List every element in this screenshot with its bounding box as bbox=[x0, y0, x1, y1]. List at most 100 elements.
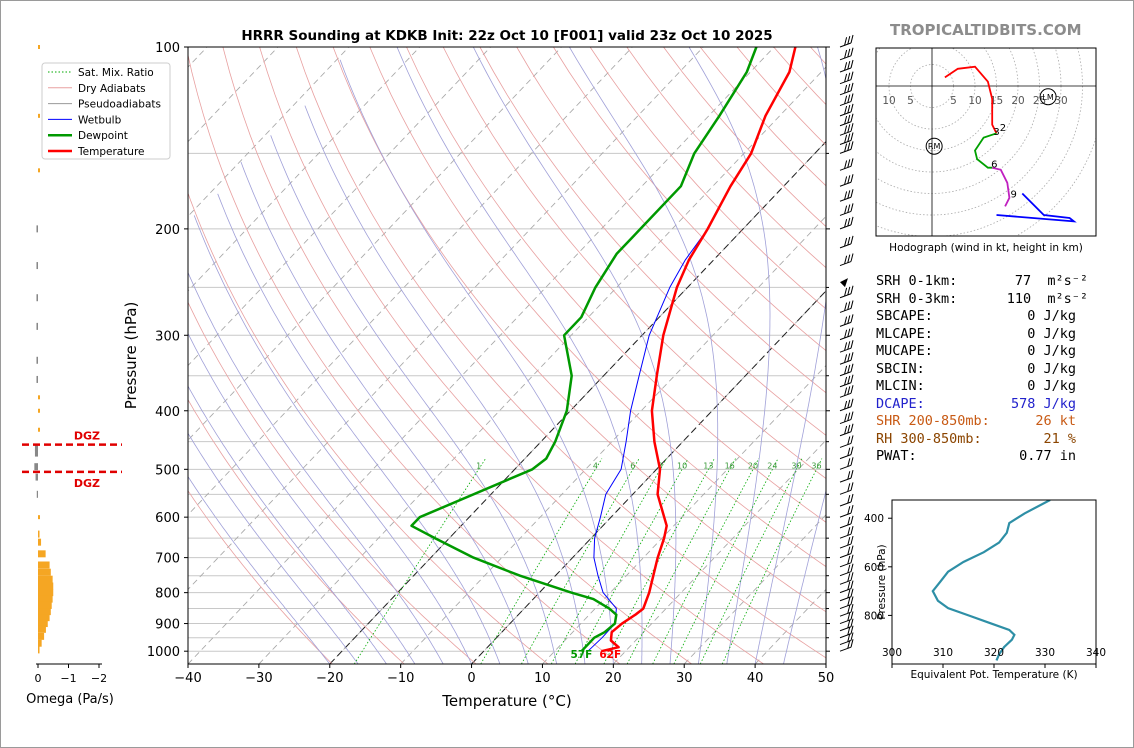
wind-barb-feather bbox=[850, 340, 854, 349]
wind-barb-feather bbox=[844, 329, 848, 338]
wind-barb-feather bbox=[847, 597, 851, 606]
wind-barb bbox=[839, 300, 854, 313]
stat-value: 26 kt bbox=[1035, 413, 1076, 429]
wind-barb-feather bbox=[844, 84, 848, 94]
stat-value: 578 J/kg bbox=[1010, 395, 1076, 412]
wind-barb-staff bbox=[839, 489, 852, 495]
omega-bar bbox=[38, 168, 40, 173]
moist-adiabat-line bbox=[270, 135, 557, 664]
wind-barb-feather bbox=[850, 174, 854, 183]
wind-barb bbox=[839, 563, 854, 577]
wind-barb-staff bbox=[839, 347, 852, 353]
x-tick-label: −10 bbox=[387, 671, 414, 686]
wind-barb-feather bbox=[847, 546, 851, 555]
wind-barb-feather bbox=[847, 175, 851, 184]
wind-barb-staff bbox=[839, 477, 852, 483]
dry-adiabat-line bbox=[222, 47, 692, 664]
moist-adiabat-line bbox=[472, 47, 677, 664]
moist-adiabat-line bbox=[783, 489, 826, 664]
wind-barb bbox=[839, 526, 854, 539]
legend-entry: Dewpoint bbox=[78, 130, 128, 142]
omega-bar bbox=[36, 490, 38, 498]
wind-barb-feather bbox=[844, 425, 848, 435]
hodo-ring-label: 5 bbox=[950, 95, 957, 107]
wind-barb-feather bbox=[850, 505, 854, 514]
wind-barb-feather bbox=[850, 352, 854, 361]
wind-barb-feather bbox=[847, 190, 851, 199]
wind-barb-feather bbox=[850, 314, 854, 323]
isotherm-line bbox=[188, 47, 775, 664]
wind-barb-staff bbox=[839, 261, 852, 267]
mixing-ratio-label: 24 bbox=[767, 461, 777, 470]
mixing-ratio-line bbox=[652, 458, 760, 664]
isotherm-line bbox=[188, 47, 704, 591]
wind-barb bbox=[839, 411, 854, 425]
wind-barb-feather bbox=[850, 235, 854, 244]
hodo-ring-label: 10 bbox=[968, 95, 981, 107]
hodo-height-label: 3 bbox=[993, 127, 999, 138]
wind-barb-staff bbox=[839, 533, 852, 539]
wind-barb bbox=[839, 235, 854, 249]
wind-barb-feather bbox=[850, 526, 854, 535]
wind-barb-feather bbox=[850, 327, 854, 336]
wind-barb-feather bbox=[850, 545, 854, 554]
hodo-trace bbox=[991, 166, 1011, 207]
stat-label: SBCIN: bbox=[876, 360, 925, 377]
isotherm-line bbox=[542, 364, 826, 664]
isotherm-line bbox=[471, 290, 826, 664]
wind-barb-feather bbox=[847, 412, 851, 421]
wind-barb bbox=[839, 385, 854, 398]
wind-barb-feather bbox=[844, 73, 848, 82]
wind-barb-staff bbox=[839, 79, 852, 85]
wind-barb-feather bbox=[844, 49, 848, 59]
omega-bar bbox=[38, 427, 40, 432]
wind-barb-staff bbox=[839, 406, 852, 412]
wind-barb-flag bbox=[840, 278, 848, 288]
mixing-ratio-label: 30 bbox=[791, 461, 801, 470]
wind-barb-feather bbox=[847, 83, 851, 93]
theta-area bbox=[931, 500, 1051, 661]
hodo-trace bbox=[974, 132, 997, 169]
theta-x-axis-label: Equivalent Pot. Temperature (K) bbox=[910, 669, 1077, 681]
wind-barb-feather bbox=[844, 143, 848, 152]
y-tick-label: 300 bbox=[155, 329, 180, 344]
wind-barb-feather bbox=[847, 424, 851, 433]
wind-barb-feather bbox=[844, 387, 848, 396]
wind-barb-feather bbox=[847, 399, 851, 408]
wind-barb-feather bbox=[844, 105, 848, 115]
wind-barb-feather bbox=[847, 573, 851, 582]
wind-barb-feather bbox=[847, 436, 851, 445]
wind-barb-feather bbox=[847, 494, 851, 504]
stat-value: 0 J/kg bbox=[1027, 325, 1076, 342]
wind-barb-staff bbox=[839, 588, 852, 594]
wind-barb-feather bbox=[850, 141, 854, 150]
y-tick-label: 200 bbox=[155, 223, 180, 238]
wind-barb-staff bbox=[839, 148, 852, 154]
omega-bar bbox=[34, 463, 38, 471]
omega-bar bbox=[38, 582, 54, 590]
wind-barb-feather bbox=[847, 328, 851, 337]
wind-barb-feather bbox=[847, 94, 851, 103]
wind-barb-feather bbox=[844, 160, 848, 169]
stat-value: 0 J/kg bbox=[1027, 343, 1076, 359]
stat-label: SRH 0-1km: bbox=[876, 273, 958, 289]
wind-barb-feather bbox=[847, 104, 851, 114]
theta-x-tick-label: 330 bbox=[1035, 647, 1055, 659]
omega-bar bbox=[34, 449, 38, 457]
wind-barb-feather bbox=[844, 302, 848, 311]
dry-adiabat-line bbox=[188, 301, 477, 664]
wind-barb bbox=[839, 572, 854, 585]
omega-bar bbox=[36, 262, 38, 270]
dry-adiabat-line bbox=[188, 191, 549, 664]
omega-bar bbox=[38, 538, 42, 546]
wind-barb-feather bbox=[844, 342, 848, 351]
dry-adiabat-line bbox=[663, 47, 826, 228]
wind-barb-feather bbox=[847, 142, 851, 151]
y-tick-label: 600 bbox=[155, 511, 180, 526]
wind-barb bbox=[839, 374, 854, 388]
mixing-ratio-line bbox=[721, 458, 823, 664]
skewt-plot-area: 1 4 6 8 10 13 16 20 24 30 36 bbox=[188, 47, 826, 664]
isotherm-line bbox=[188, 47, 562, 441]
isotherm-line bbox=[329, 141, 826, 664]
wind-barb bbox=[839, 47, 854, 61]
